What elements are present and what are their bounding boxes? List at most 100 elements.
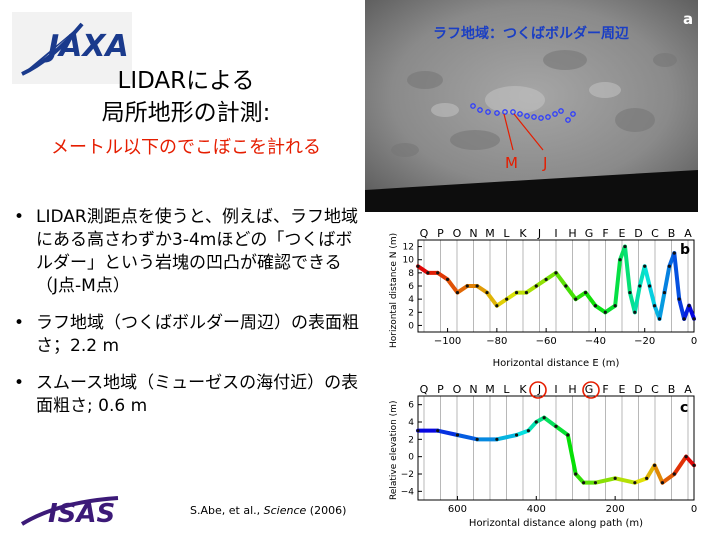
x-tick-label: −40 (585, 336, 606, 347)
x-tick-label: −60 (536, 336, 557, 347)
data-point (475, 284, 479, 288)
series-segment (445, 277, 460, 295)
series-segment (644, 463, 657, 481)
point-label: F (602, 383, 608, 396)
data-point (593, 481, 598, 485)
point-label: C (651, 227, 659, 240)
data-point (652, 304, 657, 308)
x-tick-label: −80 (486, 336, 507, 347)
series-segment (583, 290, 598, 308)
panel-b-letter: b (680, 242, 690, 258)
point-label: F (602, 227, 608, 240)
point-label: D (634, 227, 642, 240)
data-point (633, 310, 637, 314)
point-label: M (485, 383, 495, 396)
point-label: G (585, 227, 594, 240)
data-point (687, 304, 691, 308)
data-point (524, 290, 529, 295)
data-point (495, 304, 499, 308)
data-point (682, 317, 686, 321)
data-point (526, 429, 530, 433)
data-point (645, 476, 649, 480)
svg-text:JAXA: JAXA (43, 29, 129, 64)
data-point (638, 284, 642, 288)
point-label: K (519, 383, 527, 396)
series-segment (485, 290, 499, 308)
y-tick-label: 2 (408, 308, 414, 318)
series-segment (613, 257, 623, 308)
data-point (436, 271, 440, 275)
point-label: N (469, 383, 477, 396)
marker-j: J (542, 154, 547, 172)
data-point (544, 277, 548, 282)
data-point (692, 317, 696, 321)
point-label: A (684, 227, 692, 240)
isas-logo: ISAS (20, 496, 119, 528)
series-segment (687, 303, 696, 321)
panel-b-ylabel: Horizontal distance N (m) (389, 233, 399, 348)
panel-c-ylabel: Relative elevation (m) (389, 401, 399, 500)
point-label: P (437, 383, 444, 396)
y-tick-label: 12 (403, 243, 414, 253)
y-tick-label: 2 (408, 435, 414, 445)
data-point (677, 297, 681, 301)
series-segment (647, 284, 657, 308)
series-segment (554, 270, 568, 288)
marker-m: M (505, 154, 518, 172)
point-label: P (437, 227, 444, 240)
data-point (643, 264, 647, 268)
point-label: B (668, 383, 676, 396)
data-point (416, 429, 420, 433)
data-point (542, 416, 546, 420)
series-segment (542, 415, 558, 429)
data-point (416, 264, 420, 268)
series-segment (494, 433, 519, 442)
data-point (475, 437, 479, 441)
series-segment (684, 454, 696, 468)
series-segment (593, 476, 618, 485)
highlight-circle-m (529, 381, 547, 399)
y-tick-label: −2 (401, 470, 414, 480)
series-segment (672, 454, 689, 476)
data-point (554, 424, 558, 428)
data-point (603, 310, 607, 314)
jaxa-logo: JAXA (12, 12, 132, 84)
panel-c-letter: c (680, 400, 688, 416)
bullet-item: LIDAR測距点を使うと、例えば、ラフ地域にある高さわずか3-4mほどの「つくば… (14, 206, 359, 298)
data-point (564, 284, 568, 288)
series-segment (642, 264, 652, 288)
data-point (495, 437, 499, 441)
series-segment (632, 284, 642, 315)
y-tick-label: 0 (408, 321, 414, 331)
data-point (613, 304, 617, 308)
point-label: E (619, 383, 626, 396)
data-point (514, 290, 519, 295)
data-point (566, 433, 570, 437)
x-tick-label: 0 (691, 504, 697, 515)
slide-title-line1: LIDARによる (117, 68, 255, 94)
point-label: I (554, 227, 557, 240)
point-label: G (585, 383, 594, 396)
data-point (672, 251, 676, 255)
data-point (648, 284, 652, 288)
data-point (534, 284, 538, 288)
data-point (514, 433, 519, 437)
x-tick-label: 600 (448, 504, 467, 515)
series-segment (455, 433, 480, 442)
series-segment (565, 433, 578, 476)
series-segment (435, 428, 460, 437)
panel-c-xlabel: Horizontal distance along path (m) (469, 518, 643, 529)
y-tick-label: 8 (408, 269, 414, 279)
highlight-circle-j (582, 381, 600, 399)
data-point (628, 290, 632, 295)
x-tick-label: −20 (634, 336, 655, 347)
point-label: J (537, 227, 541, 240)
data-point (684, 455, 688, 459)
point-label: Q (420, 227, 429, 240)
y-tick-label: 0 (408, 453, 414, 463)
panel-b-xlabel: Horizontal distance E (m) (493, 358, 620, 369)
point-label: C (651, 383, 659, 396)
y-tick-label: 10 (403, 256, 415, 266)
